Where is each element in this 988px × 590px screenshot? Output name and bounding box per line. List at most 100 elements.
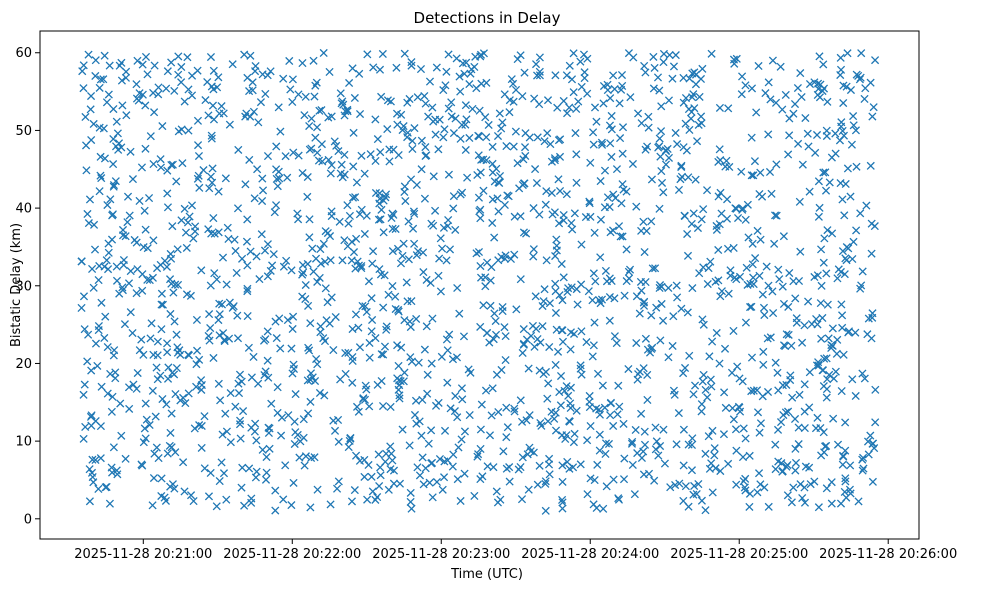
- detection-point: [287, 344, 296, 353]
- detection-point: [408, 144, 417, 153]
- detection-point: [577, 280, 586, 289]
- detection-point: [655, 204, 664, 213]
- detection-point: [842, 82, 851, 91]
- detection-point: [406, 488, 415, 497]
- detection-point: [551, 426, 561, 435]
- detection-point: [454, 443, 463, 452]
- detection-point: [420, 345, 429, 354]
- detection-point: [595, 296, 604, 305]
- detection-point: [226, 389, 235, 398]
- detection-point: [551, 287, 560, 296]
- detection-point: [543, 394, 552, 403]
- detection-point: [610, 332, 619, 341]
- detection-point: [441, 81, 450, 90]
- detection-point: [382, 322, 391, 331]
- detection-point: [374, 450, 383, 459]
- detection-point: [410, 239, 419, 248]
- detection-point: [217, 300, 227, 309]
- detection-point: [436, 287, 445, 296]
- detection-point: [551, 251, 560, 261]
- detection-point: [504, 192, 513, 201]
- detection-point: [784, 407, 793, 416]
- detection-point: [283, 173, 292, 182]
- detection-point: [303, 172, 312, 182]
- x-axis-label: Time (UTC): [450, 567, 523, 582]
- detection-point: [554, 175, 563, 184]
- detection-point: [167, 160, 176, 170]
- detection-point: [868, 313, 877, 322]
- y-tick-label: 0: [24, 512, 32, 527]
- detection-point: [132, 289, 141, 298]
- detection-point: [95, 187, 104, 196]
- detection-point: [555, 387, 564, 397]
- y-axis-label: Bistatic Delay (km): [9, 223, 24, 347]
- detection-point: [612, 165, 622, 174]
- detection-point: [779, 232, 788, 241]
- detection-point: [520, 179, 529, 188]
- detection-point: [218, 430, 227, 439]
- detection-point: [558, 498, 567, 507]
- detection-point: [674, 185, 684, 194]
- detection-point: [246, 247, 255, 256]
- detection-point: [603, 80, 612, 89]
- detection-point: [541, 367, 551, 377]
- detection-point: [852, 226, 861, 235]
- detection-point: [84, 50, 93, 59]
- detection-point: [169, 288, 178, 297]
- detection-point: [569, 438, 578, 447]
- detection-point: [209, 85, 218, 94]
- detection-point: [448, 462, 457, 471]
- detection-point: [296, 437, 305, 446]
- detection-point: [96, 454, 105, 463]
- detection-point: [315, 388, 325, 398]
- detection-point: [232, 268, 241, 278]
- detection-point: [143, 70, 152, 79]
- detection-point: [351, 193, 360, 202]
- detection-point: [862, 201, 871, 210]
- detection-point: [831, 129, 840, 138]
- detection-point: [249, 352, 258, 361]
- detection-point: [558, 504, 567, 513]
- detection-point: [362, 211, 371, 220]
- detection-point: [721, 403, 730, 412]
- detection-point: [157, 474, 166, 483]
- detection-point: [848, 375, 857, 384]
- detection-point: [857, 49, 866, 58]
- detection-point: [728, 404, 737, 413]
- detection-point: [371, 495, 380, 504]
- detection-point: [614, 222, 624, 231]
- detection-point: [691, 175, 700, 184]
- detection-point: [305, 215, 314, 224]
- detection-point: [606, 94, 615, 103]
- detection-point: [748, 239, 757, 248]
- detection-point: [146, 132, 155, 141]
- detection-point: [521, 129, 530, 138]
- detection-point: [813, 90, 822, 99]
- detection-point: [274, 103, 283, 112]
- detection-point: [659, 188, 668, 197]
- detection-point: [701, 385, 710, 394]
- detection-point: [139, 438, 148, 447]
- detection-point: [712, 328, 721, 338]
- detection-point: [141, 225, 150, 234]
- detection-point: [495, 109, 504, 118]
- detection-point: [487, 263, 496, 272]
- detection-point: [488, 384, 497, 393]
- chart-title: Detections in Delay: [414, 9, 561, 27]
- detection-point: [300, 461, 309, 470]
- detection-point: [154, 90, 163, 99]
- detection-point: [289, 478, 298, 487]
- detection-point: [139, 243, 148, 252]
- detection-point: [858, 466, 867, 475]
- detection-point: [439, 86, 448, 95]
- detection-point: [628, 159, 637, 169]
- detection-point: [614, 381, 623, 390]
- detection-point: [849, 237, 858, 246]
- detection-point: [715, 145, 724, 154]
- detection-point: [355, 343, 365, 352]
- detection-point: [558, 495, 567, 505]
- detection-point: [449, 204, 458, 213]
- detection-point: [841, 474, 850, 483]
- detection-point: [716, 188, 725, 197]
- detection-point: [726, 271, 735, 280]
